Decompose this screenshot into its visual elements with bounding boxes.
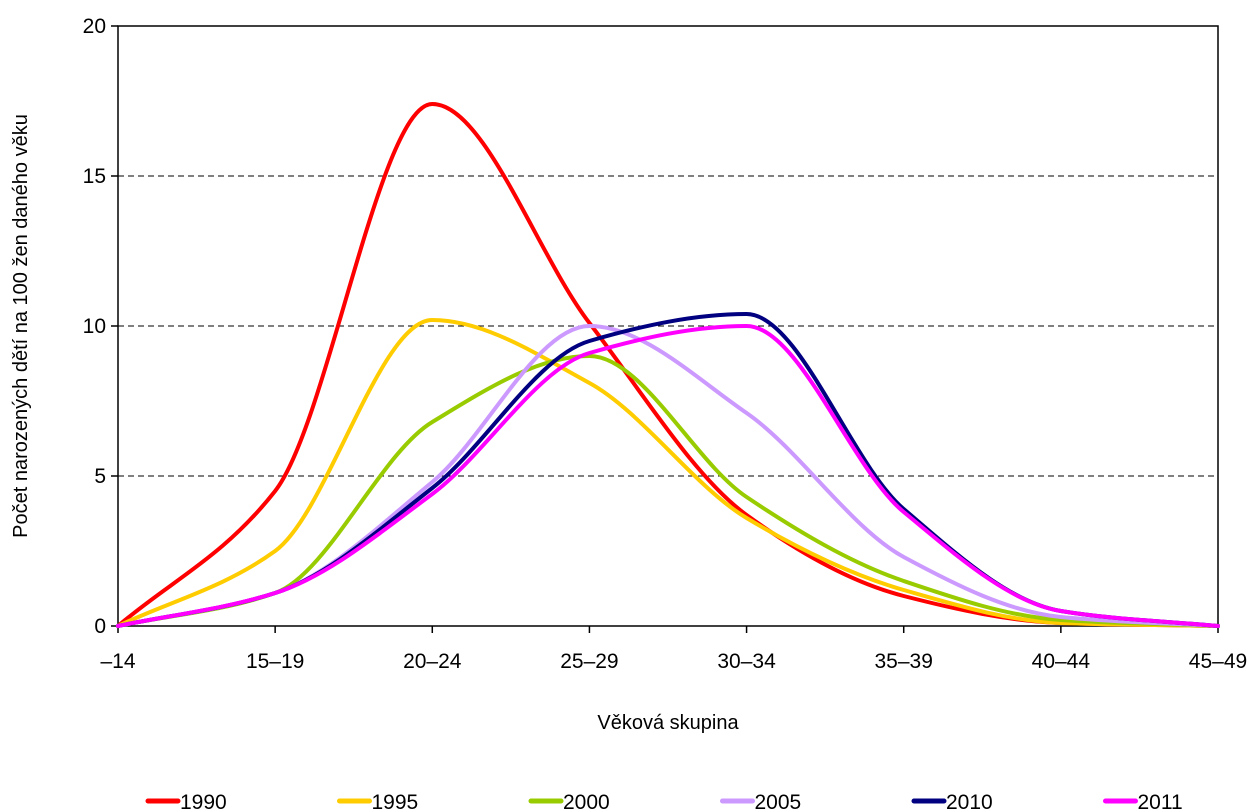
series-lines (116, 102, 1220, 628)
y-tick-label: 5 (94, 465, 106, 488)
y-tick-label: 10 (83, 315, 106, 338)
x-axis-title: Věková skupina (597, 712, 739, 734)
legend-label-2011: 2011 (1138, 791, 1183, 812)
legend-label-2005: 2005 (755, 791, 802, 812)
series-line-1990 (116, 102, 1220, 628)
legend-label-1990: 1990 (180, 791, 227, 812)
x-tick-label: 20–24 (403, 650, 462, 673)
x-tick-label: 35–39 (875, 650, 933, 673)
y-tick-label: 0 (94, 615, 106, 638)
y-axis-title: Počet narozených dětí na 100 žen daného … (10, 114, 32, 538)
series-line-2011 (116, 324, 1220, 628)
gridlines (118, 175, 1218, 477)
legend-label-1995: 1995 (372, 791, 419, 812)
y-tick-label: 20 (83, 15, 106, 38)
x-tick-label: –14 (100, 650, 135, 673)
x-tick-label: 25–29 (560, 650, 618, 673)
y-tick-label: 15 (83, 165, 106, 188)
legend-label-2010: 2010 (946, 791, 993, 812)
series-line-2010 (116, 312, 1220, 628)
x-tick-label: 45–49 (1189, 650, 1247, 673)
x-tick-label: 15–19 (246, 650, 304, 673)
x-tick-label: 30–34 (717, 650, 776, 673)
legend-label-2000: 2000 (563, 791, 610, 812)
series-line-1995 (116, 318, 1220, 628)
x-tick-label: 40–44 (1032, 650, 1091, 673)
x-ticks: –14 15–19 20–24 25–29 30–34 35–39 40–44 45–49 (100, 626, 1247, 673)
series-line-2000 (116, 354, 1220, 628)
y-ticks: 0 5 10 15 20 (83, 15, 118, 638)
legend: 1990 1995 2000 2005 2010 2011 (145, 791, 1183, 812)
